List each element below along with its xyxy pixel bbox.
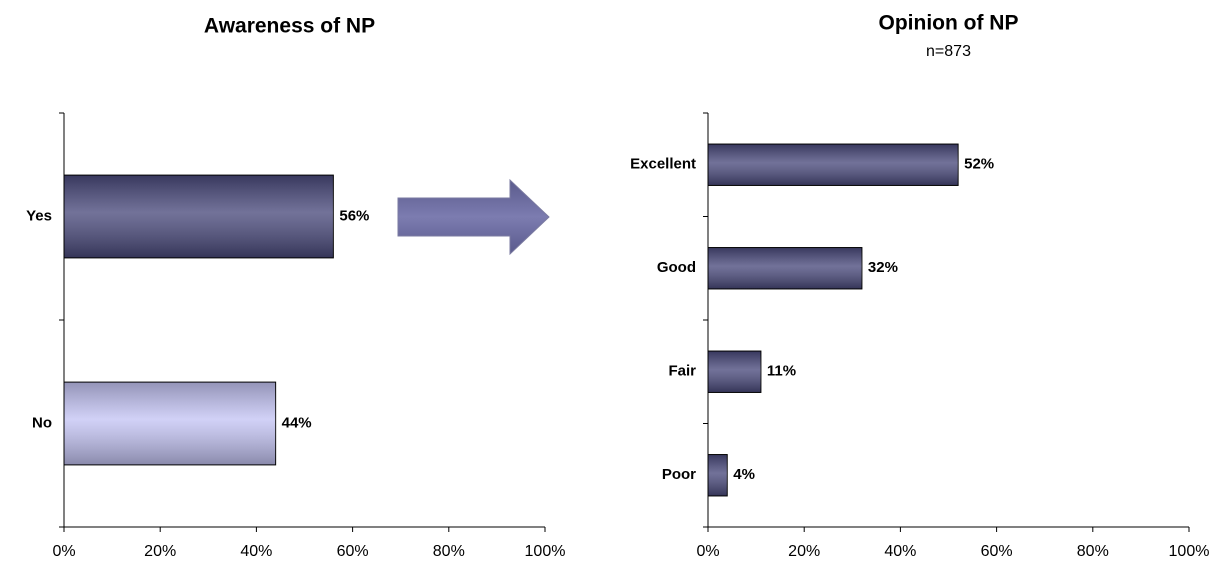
category-label: No	[32, 414, 52, 431]
value-label: 52%	[964, 156, 994, 173]
x-tick-label: 0%	[52, 543, 75, 560]
category-label: Yes	[26, 207, 52, 224]
x-tick-label: 80%	[1077, 543, 1109, 560]
x-tick-label: 20%	[788, 543, 820, 560]
x-tick-label: 40%	[884, 543, 916, 560]
x-tick-label: 100%	[1169, 543, 1210, 560]
x-tick-label: 20%	[144, 543, 176, 560]
chart-subtitle: n=873	[926, 43, 971, 60]
value-label: 11%	[767, 363, 796, 380]
x-tick-label: 40%	[240, 543, 272, 560]
bar	[707, 143, 959, 186]
value-label: 56%	[339, 207, 369, 224]
arrow	[397, 178, 550, 256]
bar	[707, 454, 728, 497]
value-label: 4%	[733, 466, 755, 483]
chart-title: Opinion of NP	[879, 12, 1019, 35]
category-label: Excellent	[630, 156, 696, 173]
category-label: Poor	[662, 466, 696, 483]
x-tick-label: 60%	[337, 543, 369, 560]
bar	[707, 247, 863, 290]
chart-title: Awareness of NP	[204, 15, 375, 38]
value-label: 44%	[282, 414, 312, 431]
category-label: Good	[657, 259, 696, 276]
bar	[63, 174, 334, 259]
category-label: Fair	[668, 363, 696, 380]
bar	[63, 381, 277, 466]
value-label: 32%	[868, 259, 898, 276]
x-tick-label: 60%	[981, 543, 1013, 560]
x-tick-label: 100%	[525, 543, 566, 560]
bar	[707, 350, 762, 393]
x-tick-label: 0%	[696, 543, 719, 560]
x-tick-label: 80%	[433, 543, 465, 560]
